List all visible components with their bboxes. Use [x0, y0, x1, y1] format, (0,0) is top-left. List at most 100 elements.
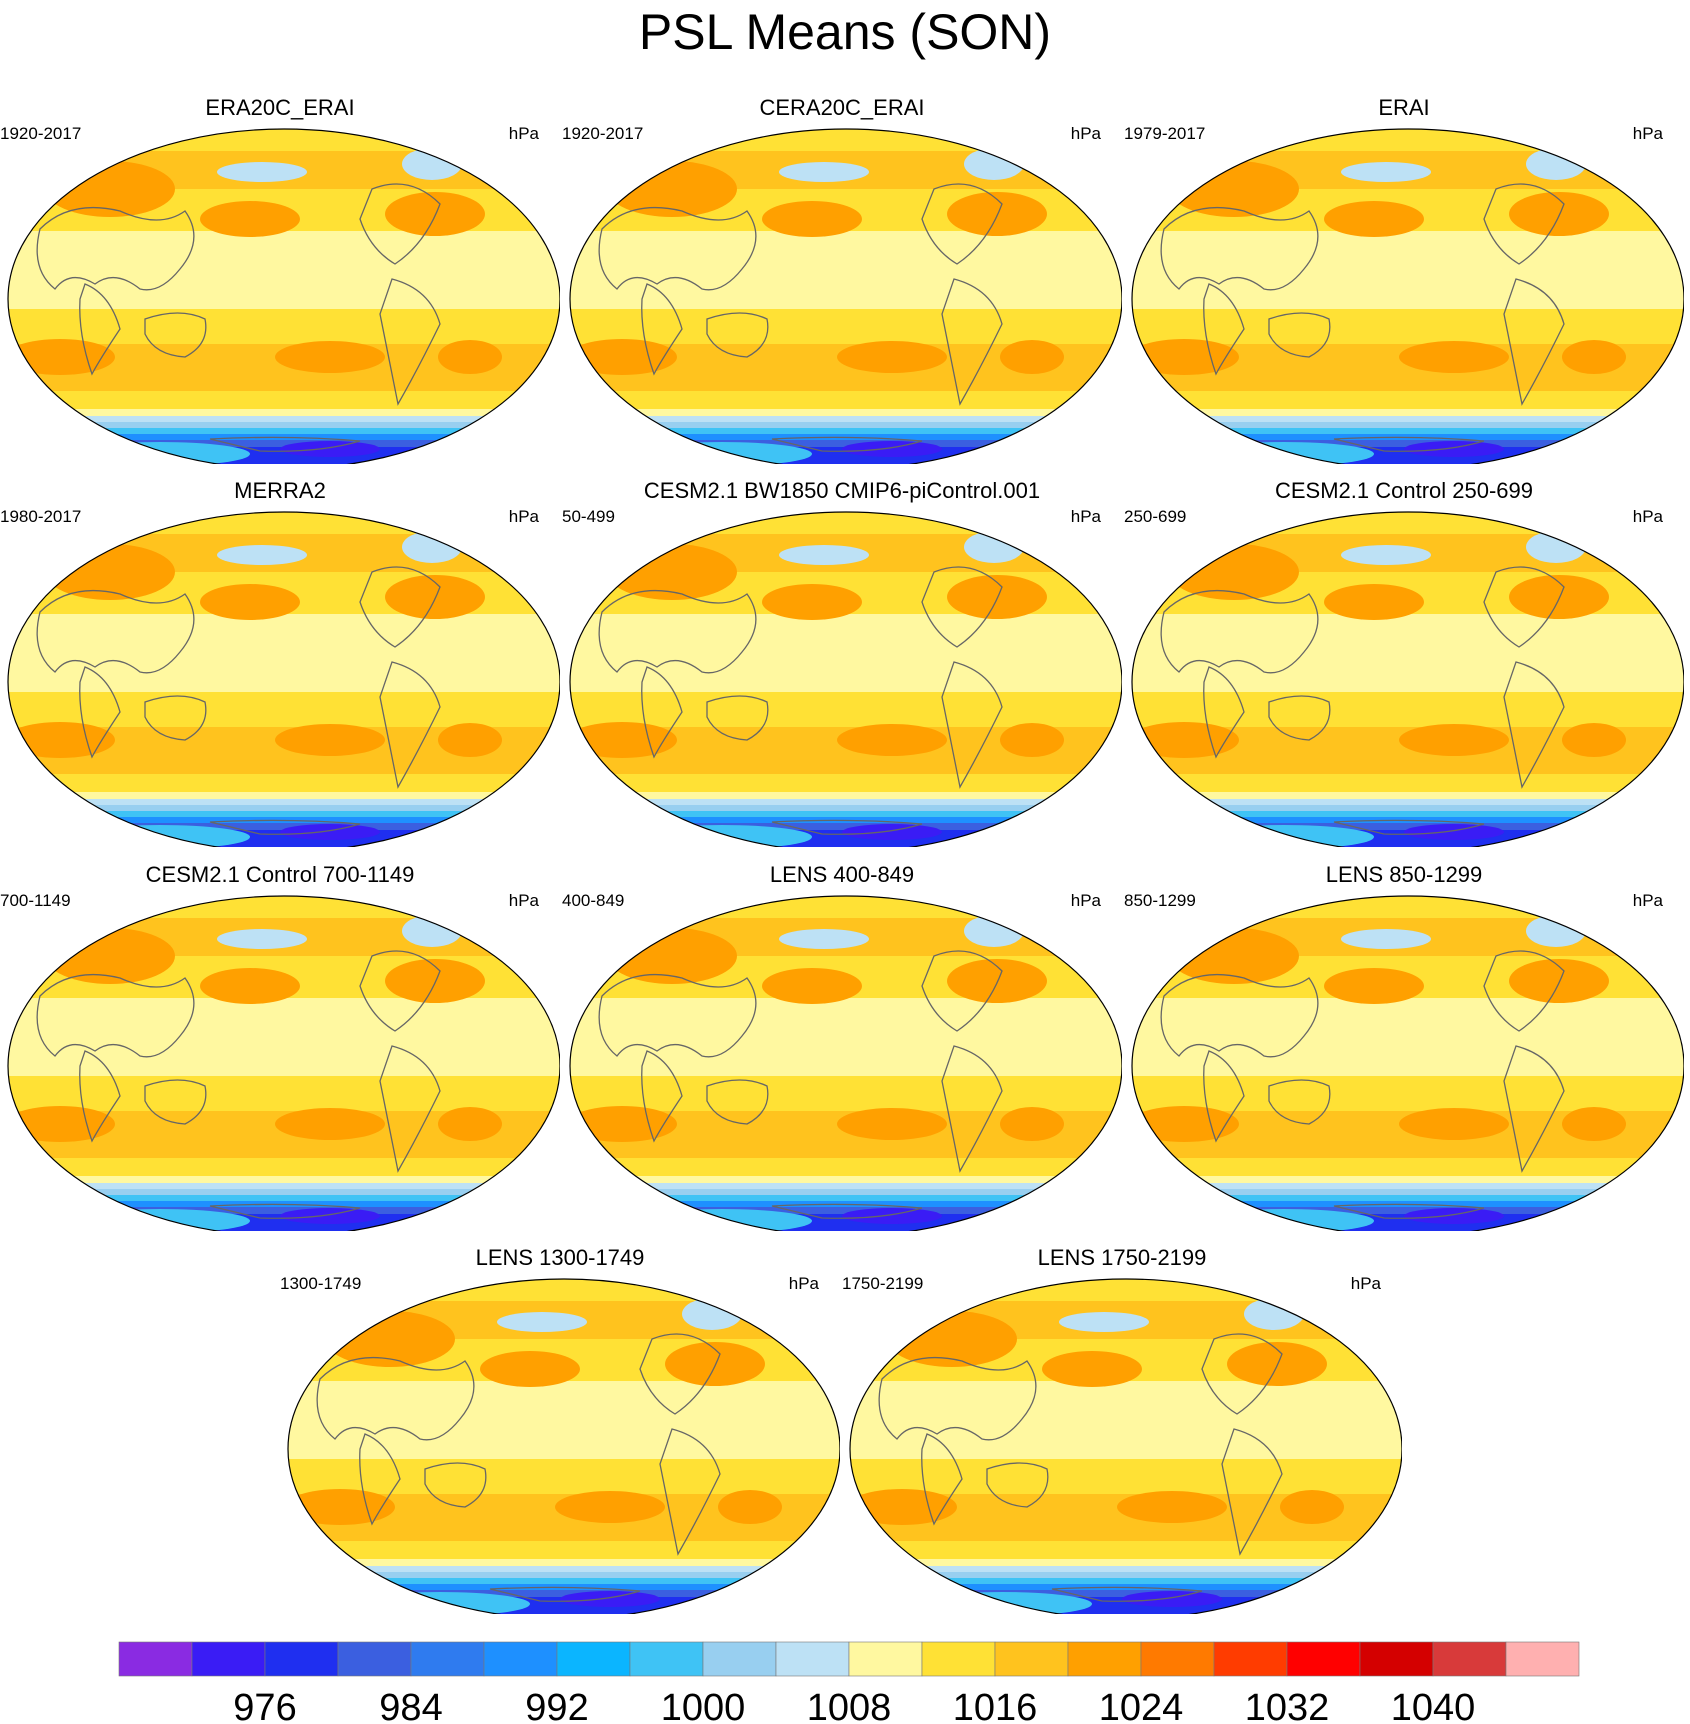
panel-units: hPa: [1632, 124, 1663, 143]
map-field: [8, 512, 560, 847]
panel-title: CESM2.1 BW1850 CMIP6-piControl.001: [643, 478, 1041, 503]
map-field: [8, 896, 560, 1231]
psl-map: [1131, 895, 1684, 1231]
colorbar-label: 992: [525, 1687, 588, 1724]
panel-units: hPa: [508, 507, 539, 526]
psl-map: [569, 511, 1122, 847]
panel-title: LENS 1750-2199: [1037, 1245, 1207, 1270]
colorbar-label: 1008: [807, 1687, 892, 1724]
map-outline: [569, 895, 1122, 1231]
map-panel: LENS 850-1299 850-1299 hPa: [1124, 862, 1684, 1242]
figure-title: PSL Means (SON): [638, 4, 1052, 60]
colorbar-box: [1140, 1641, 1215, 1677]
panel-years: 1300-1749: [280, 1274, 362, 1293]
colorbar-box: [410, 1641, 485, 1677]
colorbar-label: 1040: [1391, 1687, 1476, 1724]
psl-map: [569, 128, 1122, 464]
colorbar-boxes: [118, 1641, 1580, 1677]
map-panel: LENS 1300-1749 1300-1749 hPa: [280, 1245, 840, 1625]
panel-units: hPa: [508, 891, 539, 910]
psl-map: [7, 895, 560, 1231]
map-panel: ERA20C_ERAI 1920-2017 hPa: [0, 95, 560, 475]
panel-years: 1980-2017: [0, 507, 82, 526]
panel-years: 250-699: [1124, 507, 1187, 526]
map-field: [288, 1279, 840, 1614]
colorbar-box: [337, 1641, 412, 1677]
panel-units: hPa: [788, 1274, 819, 1293]
map-outline: [287, 1278, 840, 1614]
panel-years: 50-499: [562, 507, 615, 526]
colorbar-box: [556, 1641, 631, 1677]
map-panel: CESM2.1 Control 700-1149 700-1149 hPa: [0, 862, 560, 1242]
panel-years: 1979-2017: [1124, 124, 1206, 143]
panel-units: hPa: [1070, 891, 1101, 910]
map-outline: [569, 128, 1122, 464]
colorbar-label: 1000: [661, 1687, 746, 1724]
panel-units: hPa: [1632, 891, 1663, 910]
panel-title: ERAI: [1378, 95, 1430, 120]
map-panel: MERRA2 1980-2017 hPa: [0, 478, 560, 858]
colorbar-box: [1286, 1641, 1361, 1677]
psl-map: [1131, 128, 1684, 464]
map-field: [850, 1279, 1402, 1614]
colorbar-box: [848, 1641, 923, 1677]
colorbar-box: [483, 1641, 558, 1677]
map-field: [570, 129, 1122, 464]
colorbar-box: [994, 1641, 1069, 1677]
psl-map: [569, 895, 1122, 1231]
map-field: [570, 512, 1122, 847]
panel-title: ERA20C_ERAI: [205, 95, 355, 120]
panel-title: CESM2.1 Control 250-699: [1274, 478, 1534, 503]
colorbar-label: 1024: [1099, 1687, 1184, 1724]
panel-title: LENS 400-849: [769, 862, 915, 887]
panel-units: hPa: [1350, 1274, 1381, 1293]
colorbar-box: [1213, 1641, 1288, 1677]
panel-units: hPa: [508, 124, 539, 143]
panel-units: hPa: [1070, 124, 1101, 143]
colorbar-label: 1032: [1245, 1687, 1330, 1724]
colorbar-box: [118, 1641, 193, 1677]
panel-years: 400-849: [562, 891, 625, 910]
colorbar-box: [1505, 1641, 1580, 1677]
map-outline: [1131, 895, 1684, 1231]
map-panel: LENS 1750-2199 1750-2199 hPa: [842, 1245, 1402, 1625]
panel-units: hPa: [1632, 507, 1663, 526]
panel-years: 850-1299: [1124, 891, 1196, 910]
psl-map: [7, 128, 560, 464]
panel-title: LENS 850-1299: [1325, 862, 1483, 887]
colorbar-box: [1359, 1641, 1434, 1677]
map-panel: LENS 400-849 400-849 hPa: [562, 862, 1122, 1242]
colorbar-box: [702, 1641, 777, 1677]
psl-map: [849, 1278, 1402, 1614]
panel-title: CESM2.1 Control 700-1149: [145, 862, 415, 887]
map-outline: [7, 511, 560, 847]
colorbar-box: [775, 1641, 850, 1677]
panel-title: MERRA2: [234, 478, 326, 503]
psl-map: [287, 1278, 840, 1614]
map-outline: [569, 511, 1122, 847]
panel-years: 1920-2017: [0, 124, 82, 143]
map-outline: [7, 895, 560, 1231]
psl-map: [1131, 511, 1684, 847]
map-outline: [7, 128, 560, 464]
map-panel: ERAI 1979-2017 hPa: [1124, 95, 1684, 475]
colorbar-label: 984: [379, 1687, 442, 1724]
map-field: [570, 896, 1122, 1231]
colorbar: 976 984 992 1000 1008 1016 1024 1032 1040: [118, 1641, 1580, 1724]
map-field: [1132, 896, 1684, 1231]
map-field: [1132, 129, 1684, 464]
colorbar-box: [1432, 1641, 1507, 1677]
map-outline: [849, 1278, 1402, 1614]
map-field: [1132, 512, 1684, 847]
colorbar-label: 1016: [953, 1687, 1038, 1724]
map-panel: CERA20C_ERAI 1920-2017 hPa: [562, 95, 1122, 475]
map-panel: CESM2.1 BW1850 CMIP6-piControl.001 50-499…: [562, 478, 1122, 858]
panel-title: LENS 1300-1749: [475, 1245, 645, 1270]
colorbar-box: [921, 1641, 996, 1677]
panel-years: 1920-2017: [562, 124, 644, 143]
colorbar-labels: 976 984 992 1000 1008 1016 1024 1032 1040: [233, 1687, 1475, 1724]
map-field: [8, 129, 560, 464]
map-panel: CESM2.1 Control 250-699 250-699 hPa: [1124, 478, 1684, 858]
panel-title: CERA20C_ERAI: [759, 95, 925, 120]
panel-years: 700-1149: [0, 891, 71, 910]
